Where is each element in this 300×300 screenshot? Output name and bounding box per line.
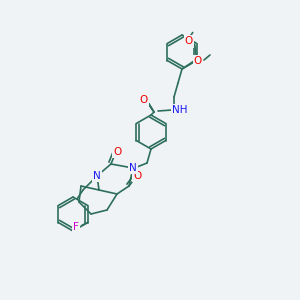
Text: O: O (194, 56, 202, 66)
Text: O: O (133, 171, 141, 181)
Text: F: F (73, 221, 79, 232)
Text: O: O (140, 95, 148, 105)
Text: O: O (113, 147, 121, 157)
Text: O: O (184, 37, 193, 46)
Text: NH: NH (172, 105, 188, 115)
Text: N: N (129, 163, 137, 173)
Text: N: N (129, 163, 137, 173)
Text: N: N (93, 171, 101, 181)
